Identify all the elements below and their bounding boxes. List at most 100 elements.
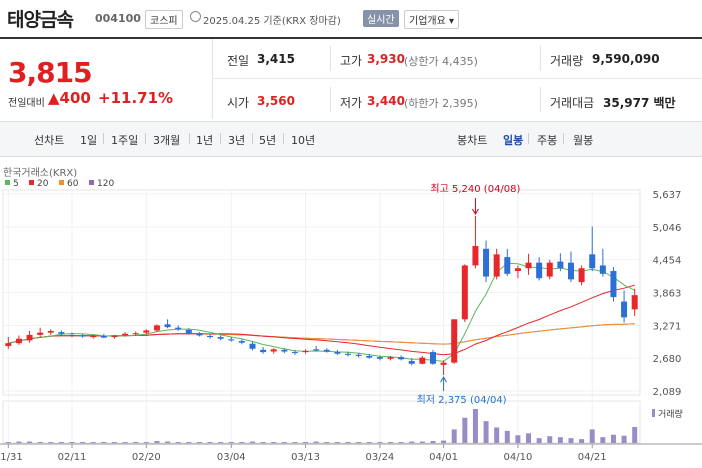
volume-bar <box>366 442 372 443</box>
candle-body <box>153 325 160 331</box>
max-annotation: 최고 5,240 (04/08) <box>430 183 520 195</box>
candle <box>366 353 373 359</box>
candle <box>451 319 458 364</box>
candle <box>260 347 267 354</box>
volume-bar <box>303 442 309 443</box>
volume-bar <box>388 442 394 443</box>
candle-body <box>334 352 341 354</box>
candle-body <box>217 337 224 339</box>
amount-label: 거래대금 <box>550 96 595 110</box>
tab-candle-chart[interactable]: 봉차트 <box>457 134 488 147</box>
divider <box>212 78 702 79</box>
volume-bar <box>621 435 627 443</box>
candle-body <box>408 360 415 364</box>
candle <box>153 324 160 333</box>
tab-interval-daily[interactable]: 일봉 <box>503 134 524 147</box>
tab-period-5y[interactable]: 5년 <box>259 134 277 147</box>
tab-interval-monthly[interactable]: 월봉 <box>573 134 594 147</box>
candle <box>164 319 171 329</box>
candle-body <box>493 254 500 277</box>
candle-body <box>557 261 564 269</box>
volume-bar <box>462 417 468 443</box>
volume-bar <box>313 441 319 443</box>
candle-body <box>355 354 362 356</box>
candle <box>58 330 65 336</box>
tab-period-1d[interactable]: 1일 <box>80 134 98 147</box>
divider <box>212 39 213 119</box>
candlestick-chart[interactable]: 2,089 2,680 3,271 3,863 4,454 5,046 5,637 01/31… <box>0 161 702 468</box>
candle <box>546 259 553 280</box>
company-info-dropdown[interactable]: 기업개요 ▾ <box>404 10 459 29</box>
market-badge: 코스피 <box>145 10 183 29</box>
y-tick-label: 5,046 <box>653 223 682 234</box>
volume-bar <box>547 436 553 443</box>
x-tick-label: 02/11 <box>58 452 87 463</box>
open-label: 시가 <box>227 96 250 110</box>
low-value: 3,440 <box>367 94 405 108</box>
volume-bar <box>345 442 351 443</box>
candle <box>578 265 585 286</box>
candle-body <box>621 301 628 318</box>
volume-bar <box>526 433 532 443</box>
prev-close-label: 전일 <box>227 54 250 68</box>
tab-period-3y[interactable]: 3년 <box>228 134 246 147</box>
candle <box>631 288 638 316</box>
tab-separator <box>528 133 529 144</box>
volume-bar <box>154 441 160 443</box>
candle-body <box>228 339 235 341</box>
max-arrowhead <box>472 208 479 216</box>
tab-period-1w[interactable]: 1주일 <box>111 134 139 147</box>
x-tick-label: 04/01 <box>429 452 458 463</box>
candle-body <box>270 349 277 352</box>
divider <box>540 46 541 71</box>
y-tick-label: 3,863 <box>653 289 682 300</box>
candle <box>281 348 288 354</box>
legend-swatch <box>59 180 64 185</box>
tab-separator <box>189 133 190 144</box>
volume-bar <box>80 442 86 443</box>
volume-bar <box>249 441 255 443</box>
candle <box>419 355 426 365</box>
tab-interval-weekly[interactable]: 주봉 <box>537 134 558 147</box>
volume-bar <box>218 442 224 443</box>
volume-bar <box>504 430 510 443</box>
volume-bar <box>48 442 54 443</box>
ma20-line <box>8 284 635 356</box>
volume-bar <box>90 442 96 443</box>
candle <box>249 341 256 351</box>
volume-bar <box>122 442 128 443</box>
legend-swatch <box>5 180 10 185</box>
candle-body <box>69 334 76 336</box>
volume-bar <box>186 442 192 443</box>
candle <box>567 251 574 283</box>
candle <box>122 332 129 337</box>
realtime-button[interactable]: 실시간 <box>363 10 399 27</box>
candle <box>111 334 118 339</box>
candle <box>472 216 479 269</box>
candle-body <box>164 324 171 328</box>
candle <box>196 332 203 337</box>
candle-body <box>631 295 638 310</box>
volume-legend-swatch <box>652 409 655 417</box>
tab-period-10y[interactable]: 10년 <box>291 134 316 147</box>
candle-body <box>578 268 585 283</box>
volume-bar <box>37 442 43 443</box>
tab-line-chart[interactable]: 선차트 <box>34 134 65 147</box>
candle <box>557 253 564 272</box>
candle <box>47 329 54 335</box>
candle-body <box>313 349 320 351</box>
tab-period-1y[interactable]: 1년 <box>196 134 214 147</box>
volume-bar <box>16 441 22 443</box>
candle <box>207 334 214 339</box>
tab-period-3m[interactable]: 3개월 <box>153 134 181 147</box>
volume-plot-frame <box>2 400 641 444</box>
volume-bar <box>419 441 425 443</box>
candle <box>483 240 490 283</box>
volume-bar <box>451 429 457 443</box>
volume-bar <box>398 442 404 443</box>
volume-bar <box>579 439 585 443</box>
candle <box>143 329 150 335</box>
candle <box>217 335 224 341</box>
volume-bar <box>483 421 489 443</box>
candle-body <box>79 335 86 337</box>
